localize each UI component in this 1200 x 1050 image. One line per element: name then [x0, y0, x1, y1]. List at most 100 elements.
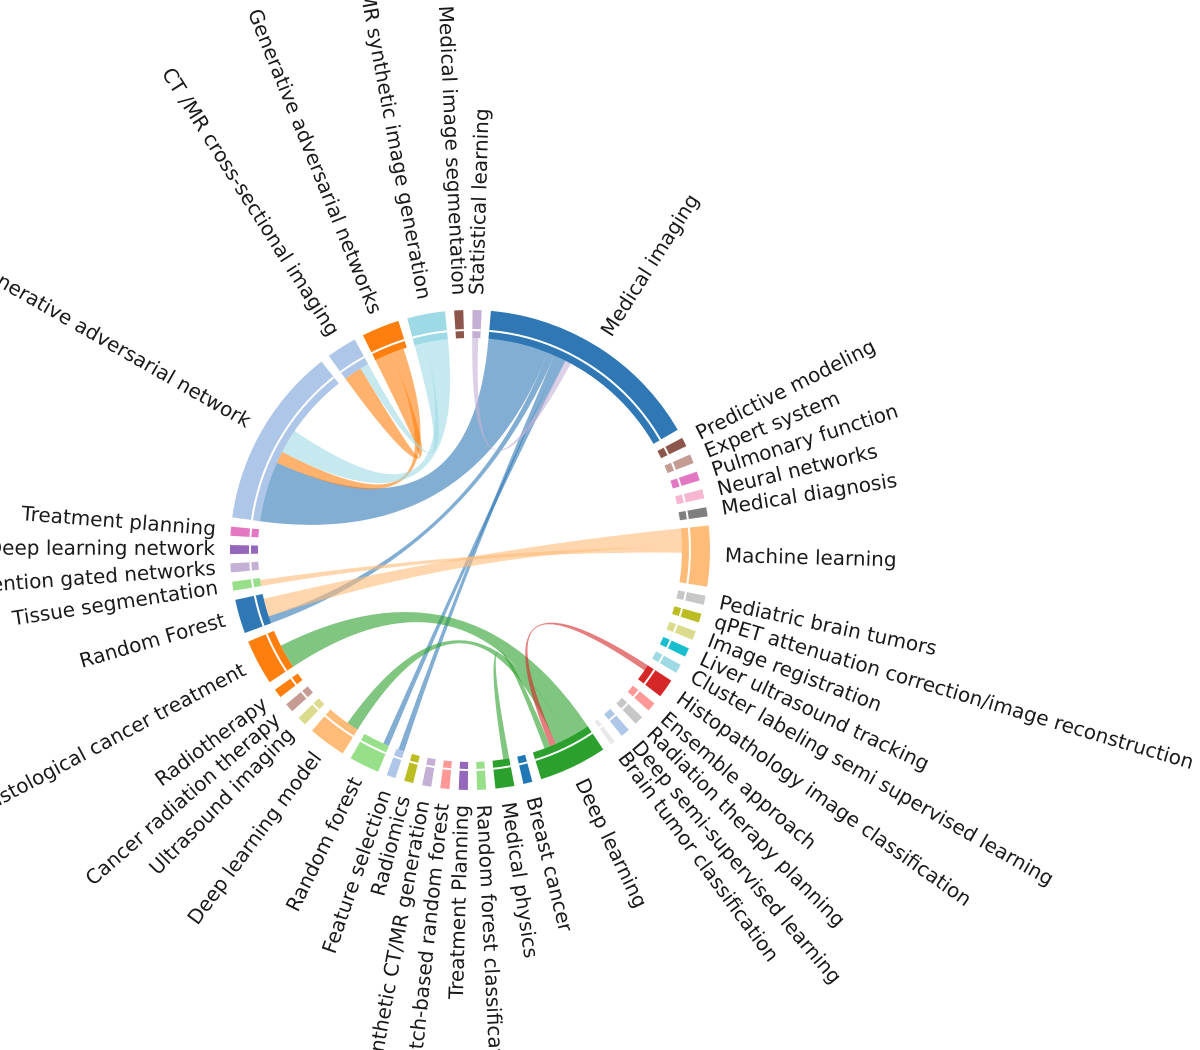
label-machine-learning: Machine learning — [725, 543, 897, 571]
arc-feature-selection — [386, 748, 405, 779]
arc-deep-learning-model — [311, 709, 358, 754]
arc-divider-pulmonary-function — [676, 477, 682, 487]
arc-divider-ultrasound-imaging — [312, 703, 320, 711]
arc-treatment-planning — [230, 526, 260, 538]
arc-radiomics — [404, 753, 420, 784]
label-statistical-learning: Statistical learning — [464, 108, 494, 295]
label-treatment-planning: Treatment planning — [20, 501, 217, 540]
arc-divider-tissue-segmentation — [250, 578, 255, 588]
arcs — [230, 310, 710, 790]
label-treatment-planning: Treatment Planning — [444, 805, 473, 1001]
arc-medical-imaging — [488, 310, 678, 444]
arc-synthetic-ct-mr-generation — [422, 757, 436, 787]
arc-divider-generative-adversarial-networks — [371, 339, 405, 355]
arc-divider-medical-physics — [493, 765, 511, 770]
arc-random-forest — [350, 733, 389, 772]
arc-divider-image-registration — [673, 624, 678, 633]
arc-divider-radiation-therapy-planning — [621, 702, 629, 710]
arc-divider-ensemble-approach — [632, 690, 640, 698]
arc-histopathology-image-classification — [638, 665, 672, 697]
arc-tissue-segmentation — [232, 578, 262, 591]
arc-expert-system — [664, 454, 694, 474]
arc-divider-qpet-attenuation-correction-image-reconstruction — [678, 608, 684, 617]
arc-pulmonary-function — [670, 471, 700, 489]
ribbon-deep-learning-to-histological-cancer-treatment — [280, 612, 588, 739]
arc-deep-semi-supervised-learning — [604, 708, 629, 736]
label-random-forest: Random Forest — [77, 608, 228, 673]
arc-divider-deep-learning — [534, 732, 593, 762]
arc-divider-feature-selection — [393, 755, 402, 761]
arc-random-forest-classification — [476, 761, 487, 790]
arc-divider-random-forest — [360, 739, 387, 755]
arc-divider-radiomics — [409, 760, 419, 765]
arc-medical-image-segmentation — [454, 310, 465, 339]
arc-divider-generative-adversarial-network — [251, 376, 335, 521]
arc-breast-cancer — [517, 754, 533, 784]
ribbon-medical-imaging-to-generative-adversarial-network — [259, 338, 548, 525]
arc-ct-mr-cross-sectional-imaging — [328, 339, 369, 379]
arc-divider-radiotherapy — [290, 677, 297, 686]
arc-divider-pediatric-brain-tumors — [683, 591, 687, 601]
arc-divider-cancer-radiation-therapy — [300, 690, 308, 699]
arc-deep-learning — [532, 726, 604, 780]
arc-image-registration — [666, 621, 696, 640]
arc-patch-based-random-forest — [440, 760, 452, 790]
label-ct-mr-cross-sectional-imaging: CT /MR cross-sectional imaging — [157, 63, 345, 340]
arc-cancer-radiation-therapy — [286, 686, 313, 712]
arc-medical-physics — [492, 758, 515, 789]
arc-divider-neural-networks — [681, 494, 686, 503]
ribbon-medical-imaging-to-feature-selection — [398, 355, 560, 752]
arc-brain-tumor-classification — [594, 719, 615, 745]
arc-divider-medical-diagnosis — [685, 510, 689, 520]
arc-divider-random-forest — [253, 595, 265, 627]
arc-divider-predictive-modeling — [663, 446, 670, 456]
arc-divider-attention-gated-networks — [249, 562, 252, 571]
arc-divider-histopathology-image-classification — [643, 669, 656, 685]
arc-divider-deep-semi-supervised-learning — [608, 714, 617, 722]
arc-qpet-attenuation-correction-image-reconstruction — [672, 606, 702, 623]
ribbon-ct-mr-synthetic-image-generation-to-generative-adversarial-network — [282, 339, 451, 484]
arc-divider-expert-system — [670, 462, 676, 471]
arc-pediatric-brain-tumors — [676, 590, 706, 605]
arc-radiation-therapy-planning — [616, 697, 643, 724]
arc-divider-patch-based-random-forest — [442, 767, 452, 771]
arc-histological-cancer-treatment — [248, 630, 294, 683]
label-deep-learning-network: Deep learning network — [0, 536, 215, 560]
ribbon-machine-learning-to-tissue-segmentation — [260, 546, 682, 587]
arc-divider-ct-mr-cross-sectional-imaging — [339, 356, 365, 373]
arc-divider-treatment-planning — [249, 528, 253, 537]
arc-divider-synthetic-ct-mr-generation — [425, 764, 435, 769]
ribbon-statistical-learning-to-medical-imaging — [472, 338, 571, 451]
arc-divider-brain-tumor-classification — [598, 724, 604, 729]
arc-statistical-learning — [472, 310, 482, 339]
label-generative-adversarial-network: Generative adversarial network — [0, 255, 256, 433]
label-generative-adversarial-networks: Generative adversarial networks — [243, 5, 387, 317]
arc-liver-ultrasound-tracking — [659, 636, 689, 657]
arc-divider-ct-mr-synthetic-image-generation — [412, 330, 448, 339]
arc-divider-breast-cancer — [518, 761, 528, 766]
arc-neural-networks — [675, 489, 705, 505]
arc-treatment-planning — [458, 761, 469, 790]
label-medical-imaging: Medical imaging — [596, 189, 704, 340]
arc-divider-liver-ultrasound-tracking — [666, 639, 672, 649]
arc-predictive-modeling — [657, 437, 687, 459]
arc-divider-deep-learning-model — [324, 714, 354, 738]
arc-generative-adversarial-networks — [362, 320, 407, 361]
arc-ensemble-approach — [627, 685, 655, 711]
arc-radiotherapy — [274, 673, 303, 698]
arc-divider-cluster-labeling-semi-supervised-learning — [658, 654, 665, 664]
arc-divider-medical-imaging — [489, 329, 662, 441]
arc-ultrasound-imaging — [298, 698, 325, 725]
arc-machine-learning — [679, 525, 710, 587]
arc-divider-histological-cancer-treatment — [265, 633, 288, 672]
arc-divider-machine-learning — [686, 527, 692, 584]
ribbons — [259, 338, 682, 760]
arc-generative-adversarial-network — [232, 361, 339, 522]
arc-medical-diagnosis — [678, 507, 708, 521]
arc-deep-learning-network — [230, 544, 259, 555]
arc-attention-gated-networks — [230, 561, 259, 573]
ribbon-generative-adversarial-networks-to-ct-mr-cross-sectional-imaging — [345, 352, 423, 459]
arc-cluster-labeling-semi-supervised-learning — [652, 651, 681, 673]
